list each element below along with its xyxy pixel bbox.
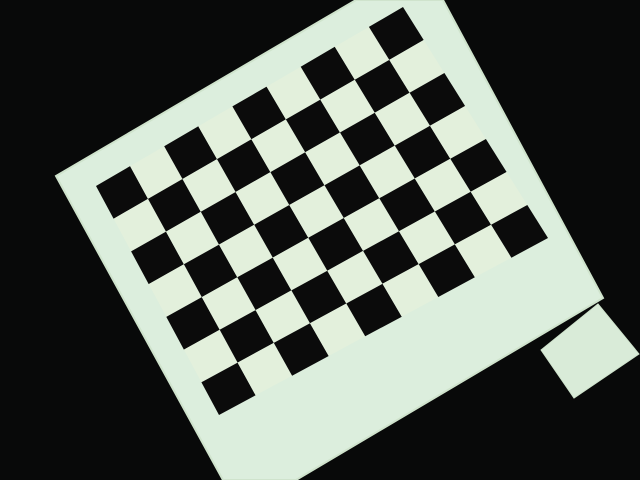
dark-square [368,7,424,60]
dark-square [232,86,286,140]
light-square [201,277,256,330]
dark-square [418,244,475,297]
light-square [389,40,445,93]
light-square [454,224,512,278]
dark-square [491,205,548,258]
dark-square [237,257,292,311]
dark-square [291,270,347,324]
dark-square [201,362,256,415]
light-square [148,264,202,317]
light-square [183,329,238,383]
checkerboard-sheet [54,0,605,480]
light-square [414,158,471,212]
light-square [334,26,390,80]
light-square [113,198,166,252]
light-square [166,211,219,265]
dark-square [270,152,325,205]
dark-square [219,310,274,363]
dark-square [183,244,238,298]
light-square [399,211,455,265]
light-square [251,119,306,173]
light-square [219,224,273,278]
light-square [235,172,290,225]
dark-square [346,283,402,337]
light-square [382,264,439,317]
light-square [374,92,430,146]
dark-square [379,178,435,232]
dark-square [300,46,355,100]
dark-square [96,166,148,219]
dark-square [131,231,184,285]
light-square [198,106,252,160]
light-square [130,146,183,199]
dark-square [324,165,380,218]
light-square [310,303,366,356]
dark-square [394,125,451,179]
light-square [237,342,293,396]
dark-square [164,126,217,179]
light-square [327,250,383,304]
light-square [305,132,360,186]
light-square [343,198,399,251]
dark-square [434,191,492,245]
dark-square [166,297,220,350]
light-square [289,185,344,238]
light-square [272,237,328,291]
dark-square [409,73,466,126]
light-square [266,66,321,120]
dark-square [354,59,410,113]
light-square [182,159,236,212]
dark-square [273,323,329,376]
dark-square [308,218,364,271]
light-square [470,172,528,225]
light-square [320,79,375,133]
light-square [430,106,486,159]
dark-square [363,231,419,284]
loose-white-card [540,303,640,399]
dark-square [340,112,395,166]
light-square [359,145,415,199]
dark-square [200,192,255,245]
dark-square [285,99,340,153]
dark-square [254,205,309,258]
dark-square [217,139,271,192]
light-square [255,290,310,343]
dark-square [148,179,201,232]
dark-square [450,139,507,192]
